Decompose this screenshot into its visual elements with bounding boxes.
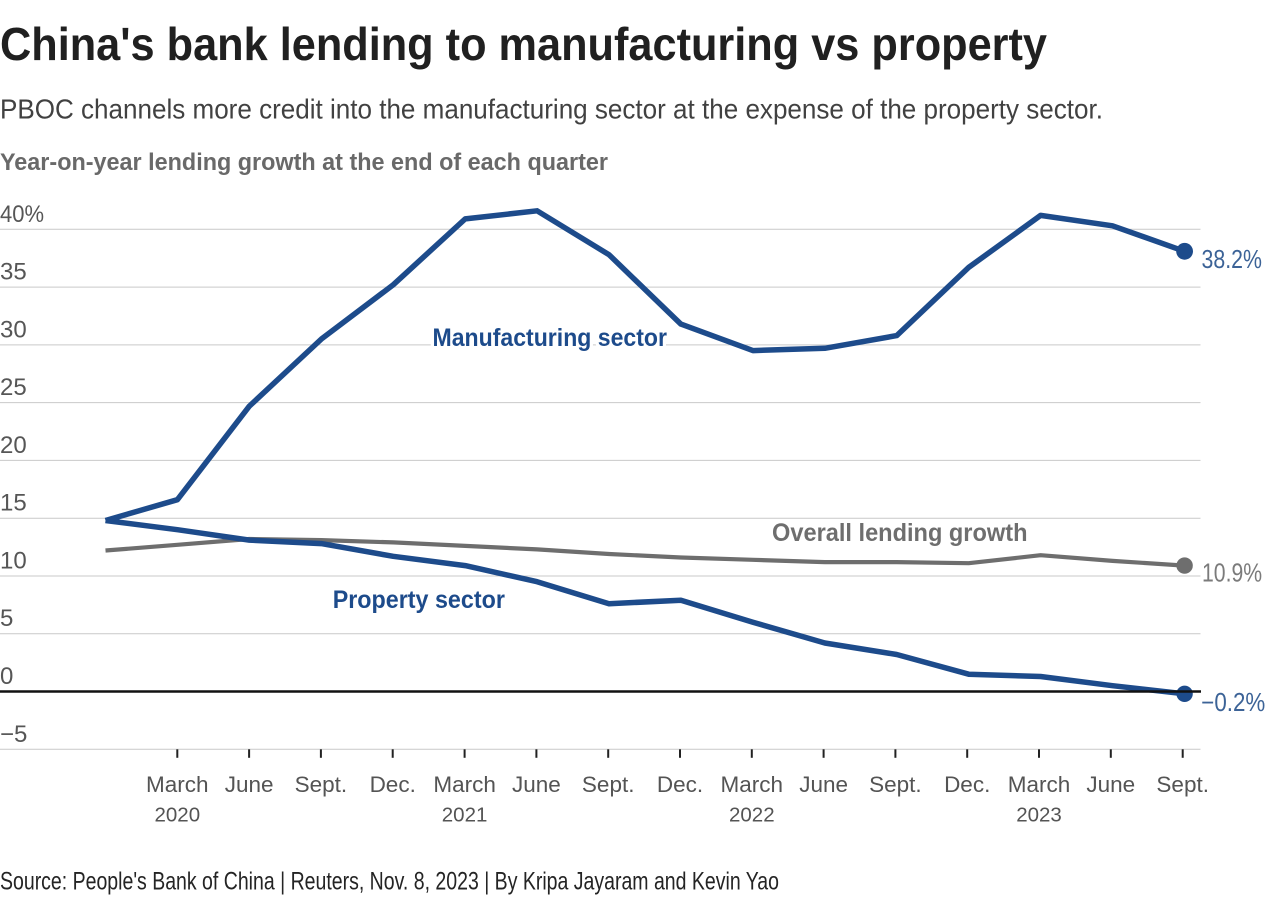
svg-text:PBOC channels more credit into: PBOC channels more credit into the manuf… <box>0 93 1103 124</box>
svg-text:0: 0 <box>0 663 13 690</box>
svg-text:China's bank lending to manufa: China's bank lending to manufacturing vs… <box>0 18 1047 70</box>
svg-text:Sept.: Sept. <box>869 772 922 797</box>
svg-text:−5: −5 <box>0 721 27 748</box>
svg-text:2020: 2020 <box>154 804 200 827</box>
svg-text:30: 30 <box>0 316 27 343</box>
svg-text:15: 15 <box>0 490 27 517</box>
svg-text:Dec.: Dec. <box>657 772 703 797</box>
svg-text:25: 25 <box>0 374 27 401</box>
svg-text:March: March <box>146 772 209 797</box>
svg-text:2022: 2022 <box>729 804 775 827</box>
svg-text:2021: 2021 <box>442 804 488 827</box>
svg-text:Sept.: Sept. <box>582 772 635 797</box>
svg-text:Sept.: Sept. <box>295 772 348 797</box>
svg-text:10: 10 <box>0 548 27 575</box>
svg-text:Dec.: Dec. <box>944 772 990 797</box>
svg-text:June: June <box>225 772 274 797</box>
svg-text:March: March <box>433 772 496 797</box>
svg-text:March: March <box>1008 772 1071 797</box>
svg-text:March: March <box>721 772 784 797</box>
svg-text:20: 20 <box>0 432 27 459</box>
svg-text:10.9%: 10.9% <box>1202 560 1262 588</box>
svg-text:Dec.: Dec. <box>370 772 416 797</box>
svg-text:Property sector: Property sector <box>333 586 505 614</box>
svg-text:2023: 2023 <box>1016 804 1062 827</box>
svg-text:Source: People's Bank of China: Source: People's Bank of China | Reuters… <box>0 868 779 896</box>
svg-text:38.2%: 38.2% <box>1202 246 1262 274</box>
svg-text:Manufacturing sector: Manufacturing sector <box>433 324 668 352</box>
svg-text:Year-on-year lending growth at: Year-on-year lending growth at the end o… <box>0 149 608 176</box>
svg-text:−0.2%: −0.2% <box>1201 689 1265 717</box>
svg-text:June: June <box>1086 772 1135 797</box>
svg-text:June: June <box>799 772 848 797</box>
svg-text:35: 35 <box>0 259 27 286</box>
svg-text:Sept.: Sept. <box>1156 772 1209 797</box>
svg-text:June: June <box>512 772 561 797</box>
svg-text:5: 5 <box>0 605 13 632</box>
svg-text:Overall lending growth: Overall lending growth <box>772 519 1028 547</box>
svg-text:40%: 40% <box>0 201 44 228</box>
